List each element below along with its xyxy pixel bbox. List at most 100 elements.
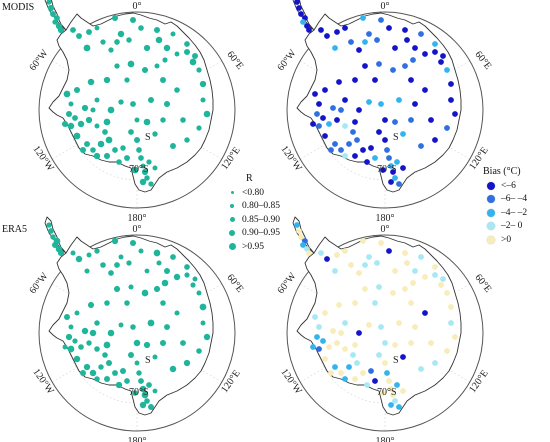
station-dot	[322, 310, 328, 316]
station-dot	[144, 268, 150, 274]
station-dot	[412, 101, 418, 107]
graticule-label-70s: 70°S	[129, 387, 149, 398]
station-dot	[73, 132, 81, 140]
station-dot	[322, 133, 328, 139]
station-dot	[107, 329, 115, 337]
station-dot	[47, 4, 55, 12]
station-dot	[136, 147, 142, 153]
station-dot	[173, 273, 181, 281]
station-dot	[338, 147, 344, 153]
station-dot	[380, 390, 386, 396]
station-dot	[154, 63, 160, 69]
station-dot	[84, 268, 90, 274]
station-dot	[412, 268, 418, 274]
station-dot	[394, 382, 400, 388]
station-dot	[402, 250, 408, 256]
legend-bias-item: <–6	[487, 179, 527, 193]
station-dot	[428, 340, 434, 346]
station-dot	[410, 280, 416, 286]
station-dot	[184, 137, 190, 143]
station-dot	[120, 368, 126, 374]
station-dot	[422, 274, 428, 280]
graticule-label-60e: 60°E	[224, 49, 245, 72]
station-dot	[199, 80, 207, 88]
graticule-label-180: 180°	[376, 436, 395, 442]
station-dot	[200, 320, 206, 326]
station-dot	[342, 97, 348, 103]
station-dot	[342, 346, 348, 352]
graticule-label-60e: 60°E	[472, 272, 493, 295]
legend-r-item: 0.80–0.85	[226, 200, 280, 214]
station-dot	[138, 378, 144, 384]
legend-r-label: <0.80	[242, 187, 264, 198]
legend-r-item: <0.80	[226, 186, 280, 200]
station-dot	[174, 51, 180, 57]
station-dot	[67, 345, 75, 353]
station-dot	[164, 324, 170, 330]
legend-bias-item: –2– 0	[487, 220, 527, 234]
station-dot	[130, 324, 136, 330]
station-dot	[89, 369, 97, 377]
station-dot	[143, 44, 151, 52]
station-dot	[139, 401, 147, 409]
station-dot	[184, 41, 190, 47]
legend-r-dot	[228, 243, 236, 251]
station-dot	[80, 370, 86, 376]
row-label-modis: MODIS	[2, 2, 35, 13]
map-boundary-circle	[38, 11, 236, 209]
station-dot	[141, 168, 149, 176]
station-dot	[372, 155, 378, 161]
station-dot	[350, 129, 356, 135]
station-dot	[432, 272, 438, 278]
station-dot	[382, 137, 388, 143]
station-dot	[366, 254, 372, 260]
station-dot	[65, 110, 73, 118]
station-dot	[404, 260, 410, 266]
station-dot	[306, 27, 312, 33]
station-dot	[392, 398, 398, 404]
station-dot	[376, 129, 382, 135]
station-dot	[114, 262, 120, 268]
station-dot	[400, 165, 406, 171]
graticule-label-180: 180°	[376, 213, 395, 224]
station-dot	[114, 39, 120, 45]
station-dot	[376, 61, 382, 67]
station-dot	[102, 129, 108, 135]
station-dot	[364, 382, 370, 388]
station-dot	[50, 11, 56, 17]
station-dot	[382, 340, 388, 346]
station-dot	[153, 26, 161, 34]
station-dot	[408, 340, 414, 346]
station-dot	[117, 30, 125, 38]
station-dot	[380, 167, 386, 173]
station-dot	[83, 44, 91, 52]
station-dot	[294, 0, 300, 5]
station-dot	[368, 145, 374, 151]
station-dot	[107, 106, 115, 114]
station-dot	[74, 310, 80, 316]
graticule-label-s: S	[145, 132, 151, 143]
station-dot	[422, 87, 428, 93]
station-dot	[116, 159, 122, 165]
station-dot	[432, 49, 438, 55]
station-dot	[129, 16, 137, 24]
station-dot	[141, 289, 149, 297]
station-dot	[87, 78, 95, 86]
station-dot	[100, 39, 106, 45]
map-boundary-circle	[286, 11, 484, 209]
station-dot	[354, 137, 360, 143]
station-dot	[152, 354, 158, 360]
station-dot	[102, 352, 108, 358]
station-dot	[138, 155, 144, 161]
station-dot	[330, 328, 336, 334]
station-dot	[103, 341, 111, 349]
station-dot	[120, 145, 126, 151]
station-dot	[132, 390, 138, 396]
station-dot	[108, 47, 114, 53]
legend-r-label: >0.95	[242, 241, 264, 252]
station-dot	[108, 270, 114, 276]
station-dot	[103, 76, 111, 84]
station-dot	[438, 282, 444, 288]
station-dot	[118, 322, 124, 328]
